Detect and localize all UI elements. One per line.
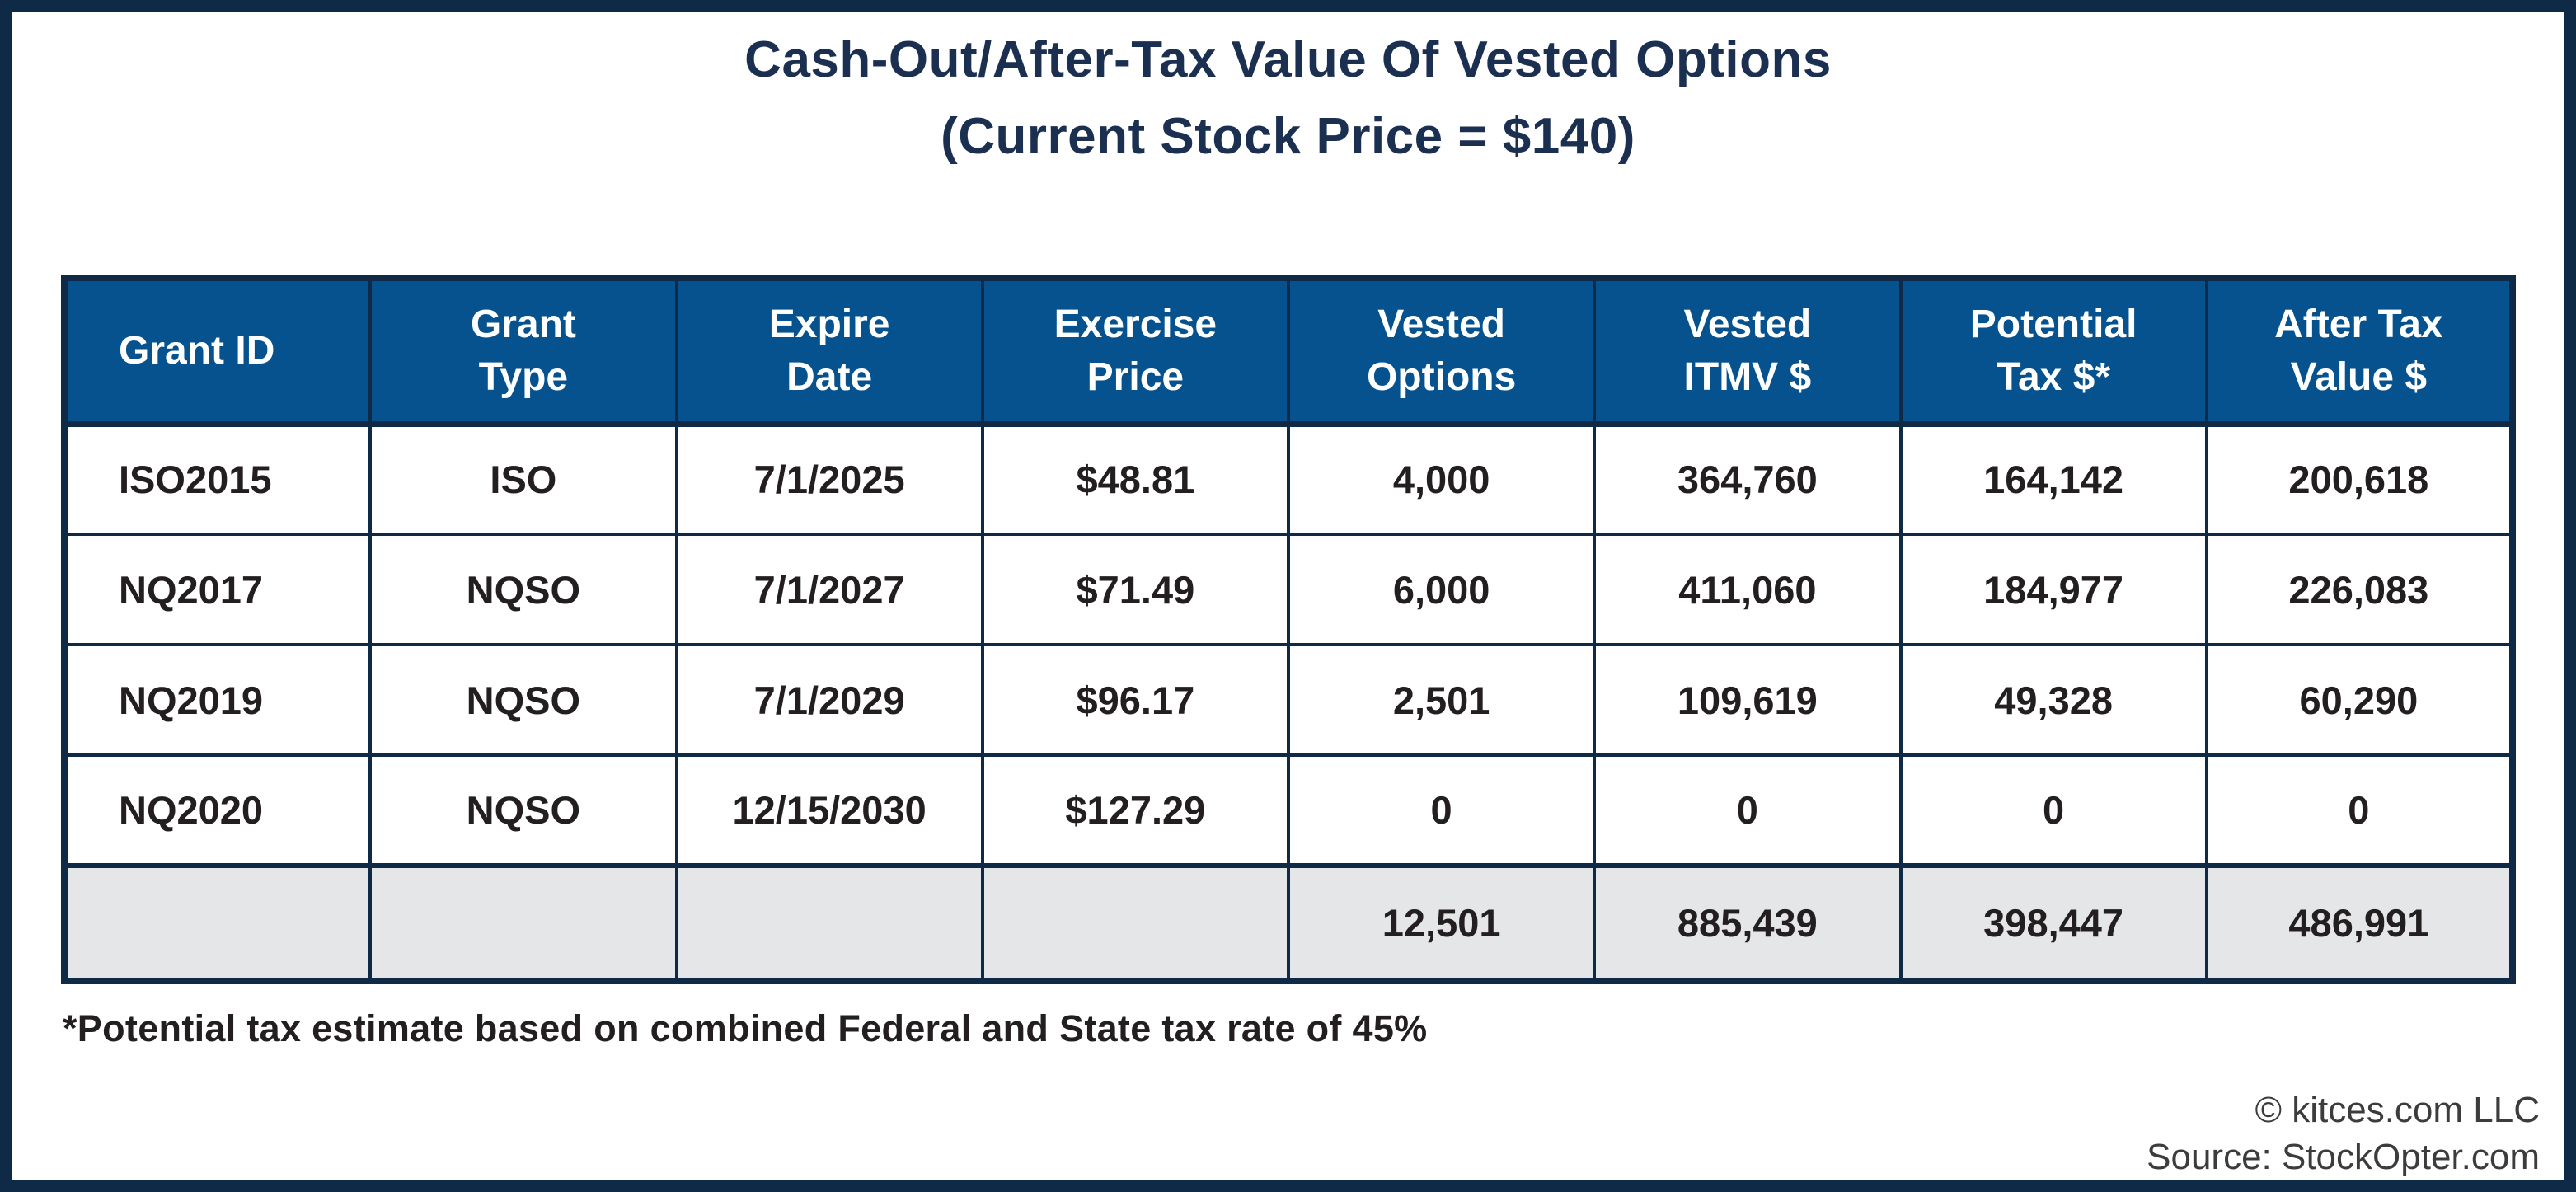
totals-cell: [674, 863, 984, 983]
table-cell: NQSO: [368, 753, 678, 867]
table-cell: NQ2020: [62, 753, 373, 867]
header-grant-id: Grant ID: [62, 276, 373, 427]
table-cell: 2,501: [1286, 643, 1597, 757]
totals-cell: [980, 863, 1291, 983]
table-cell: 184,977: [1898, 533, 2208, 646]
table-cell: NQSO: [368, 643, 678, 757]
table-cell: $96.17: [980, 643, 1291, 757]
table-cell: 364,760: [1593, 422, 1903, 536]
header-exercise-price: Exercise Price: [980, 276, 1291, 427]
title-line-2: (Current Stock Price = $140): [941, 108, 1635, 165]
totals-cell: 12,501: [1286, 863, 1597, 983]
totals-cell: [62, 863, 373, 983]
table-cell: 109,619: [1593, 643, 1903, 757]
table-cell: 7/1/2029: [674, 643, 984, 757]
copyright-line: © kitces.com LLC: [2255, 1090, 2540, 1130]
table-cell: 60,290: [2204, 643, 2515, 757]
figure-title: Cash-Out/After-Tax Value Of Vested Optio…: [0, 21, 2576, 175]
table-row: ISO2015 ISO 7/1/2025 $48.81 4,000 364,76…: [62, 422, 2515, 536]
totals-cell: 398,447: [1898, 863, 2208, 983]
table-cell: 411,060: [1593, 533, 1903, 646]
table-row: NQ2017 NQSO 7/1/2027 $71.49 6,000 411,06…: [62, 533, 2515, 646]
table-cell: $71.49: [980, 533, 1291, 646]
table-cell: NQ2019: [62, 643, 373, 757]
table-cell: 0: [1898, 753, 2208, 867]
totals-cell: 486,991: [2204, 863, 2515, 983]
table-row: NQ2019 NQSO 7/1/2029 $96.17 2,501 109,61…: [62, 643, 2515, 757]
table-cell: ISO: [368, 422, 678, 536]
title-line-1: Cash-Out/After-Tax Value Of Vested Optio…: [744, 31, 1832, 88]
table-row: NQ2020 NQSO 12/15/2030 $127.29 0 0 0 0: [62, 753, 2515, 867]
source-line: Source: StockOpter.com: [2147, 1137, 2540, 1178]
table-cell: ISO2015: [62, 422, 373, 536]
table-cell: 49,328: [1898, 643, 2208, 757]
totals-cell: [368, 863, 678, 983]
table-cell: 6,000: [1286, 533, 1597, 646]
table-cell: 4,000: [1286, 422, 1597, 536]
header-expire-date: Expire Date: [674, 276, 984, 427]
table-cell: 0: [2204, 753, 2515, 867]
footnote: *Potential tax estimate based on combine…: [63, 1007, 1428, 1049]
vested-options-table: Grant ID Grant Type Expire Date Exercise…: [61, 275, 2516, 984]
header-vested-options: Vested Options: [1286, 276, 1597, 427]
table-cell: 164,142: [1898, 422, 2208, 536]
header-potential-tax: Potential Tax $*: [1898, 276, 2208, 427]
table-cell: NQ2017: [62, 533, 373, 646]
header-vested-itmv: Vested ITMV $: [1593, 276, 1903, 427]
table-cell: 12/15/2030: [674, 753, 984, 867]
attribution: © kitces.com LLC Source: StockOpter.com: [2147, 1086, 2540, 1180]
table-cell: 200,618: [2204, 422, 2515, 536]
totals-row: 12,501 885,439 398,447 486,991: [62, 863, 2515, 983]
table-cell: $127.29: [980, 753, 1291, 867]
table-cell: 7/1/2027: [674, 533, 984, 646]
header-row: Grant ID Grant Type Expire Date Exercise…: [62, 276, 2515, 427]
table-cell: 7/1/2025: [674, 422, 984, 536]
header-after-tax-value: After Tax Value $: [2204, 276, 2515, 427]
table-cell: 0: [1286, 753, 1597, 867]
table-cell: 0: [1593, 753, 1903, 867]
header-grant-type: Grant Type: [368, 276, 678, 427]
totals-cell: 885,439: [1593, 863, 1903, 983]
table-cell: $48.81: [980, 422, 1291, 536]
table-cell: NQSO: [368, 533, 678, 646]
table-cell: 226,083: [2204, 533, 2515, 646]
